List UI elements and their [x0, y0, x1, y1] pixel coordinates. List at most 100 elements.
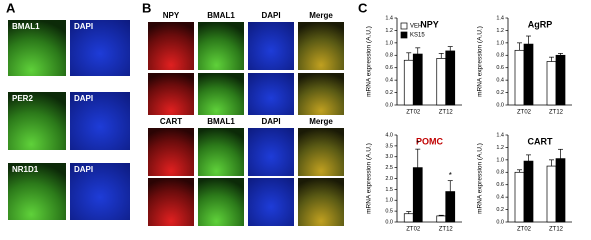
bar: [514, 49, 525, 106]
micrograph: [198, 73, 244, 115]
y-tick-label: 1.4: [385, 15, 393, 21]
micrograph: [8, 20, 66, 76]
micrograph: [298, 73, 344, 115]
y-tick-label: 2.5: [385, 165, 393, 171]
image-label: Merge: [309, 117, 333, 126]
y-tick-label: 0.0: [496, 219, 504, 225]
panel-label: B: [142, 0, 151, 15]
y-tick-label: 1.5: [385, 187, 393, 193]
y-tick-label: 0.8: [496, 170, 504, 176]
panel-label: A: [6, 0, 16, 15]
x-tick-label: ZT02: [406, 227, 421, 233]
y-tick-label: 1.0: [385, 40, 393, 46]
y-tick-label: 0.6: [496, 182, 504, 188]
micrograph: [148, 128, 194, 176]
y-axis-label: mRNA expression (A.U.): [366, 143, 373, 214]
bar: [546, 165, 557, 223]
x-tick-label: ZT12: [439, 110, 454, 116]
micrograph: [198, 22, 244, 70]
image-label: BMAL1: [207, 117, 235, 126]
y-tick-label: 0.4: [385, 78, 393, 84]
image-label: DAPI: [261, 117, 280, 126]
micrograph: [298, 22, 344, 70]
micrograph: [248, 73, 294, 115]
legend-label: VEH: [410, 24, 422, 30]
significance: *: [416, 139, 419, 148]
micrograph: [248, 22, 294, 70]
legend-label: KS15: [410, 33, 425, 39]
chart-title: NPY: [420, 19, 439, 29]
image-label: DAPI: [74, 165, 93, 174]
image-label: DAPI: [261, 11, 280, 20]
y-axis-label: mRNA expression (A.U.): [366, 26, 373, 97]
y-tick-label: 0.2: [385, 90, 393, 96]
x-tick-label: ZT02: [517, 110, 532, 116]
significance: *: [449, 171, 452, 180]
y-tick-label: 1.2: [496, 145, 504, 151]
legend-swatch: [400, 22, 408, 30]
bar: [412, 167, 423, 223]
y-axis-label: mRNA expression (A.U.): [477, 143, 484, 214]
y-tick-label: 1.2: [496, 28, 504, 34]
figure: A BMAL1 DAPI PER2 DAPI NR1D1 DAPI B C NP…: [6, 0, 572, 233]
legend-swatch: [400, 31, 408, 39]
y-tick-label: 1.2: [385, 28, 393, 34]
image-label: PER2: [12, 94, 33, 103]
bar: [445, 50, 456, 106]
x-tick-label: ZT12: [439, 227, 454, 233]
bar: [403, 59, 414, 106]
image-label: BMAL1: [12, 22, 40, 31]
y-tick-label: 3.0: [385, 154, 393, 160]
panel-label: C: [358, 0, 368, 15]
micrograph: [70, 163, 130, 220]
micrograph: [148, 22, 194, 70]
micrograph: [70, 92, 130, 150]
image-label: DAPI: [74, 22, 93, 31]
y-tick-label: 0.4: [496, 195, 504, 201]
image-label: Merge: [309, 11, 333, 20]
y-tick-label: 0.6: [496, 65, 504, 71]
y-axis-label: mRNA expression (A.U.): [477, 26, 484, 97]
y-tick-label: 1.4: [496, 132, 504, 138]
y-tick-label: 0.4: [496, 78, 504, 84]
micrograph: [248, 128, 294, 176]
x-tick-label: ZT02: [406, 110, 421, 116]
y-tick-label: 0.5: [385, 209, 393, 215]
chart-title: CART: [528, 136, 553, 146]
micrograph: [148, 73, 194, 115]
image-label: BMAL1: [207, 11, 235, 20]
x-tick-label: ZT02: [517, 227, 532, 233]
micrograph: [148, 178, 194, 226]
image-label: DAPI: [74, 94, 93, 103]
bar: [403, 213, 414, 223]
bar: [445, 191, 456, 223]
y-tick-label: 1.4: [496, 15, 504, 21]
micrograph: [198, 178, 244, 226]
y-tick-label: 2.0: [385, 176, 393, 182]
bar: [555, 158, 566, 223]
y-tick-label: 0.0: [385, 219, 393, 225]
y-tick-label: 3.5: [385, 143, 393, 149]
image-label: CART: [160, 117, 182, 126]
chart-title: POMC: [416, 136, 444, 146]
bar: [514, 171, 525, 223]
x-tick-label: ZT12: [549, 227, 564, 233]
panel-a: A BMAL1 DAPI PER2 DAPI NR1D1 DAPI: [6, 0, 130, 220]
y-tick-label: 0.8: [385, 53, 393, 59]
bar: [523, 43, 534, 106]
y-tick-label: 1.0: [385, 198, 393, 204]
y-tick-label: 0.2: [496, 207, 504, 213]
micrograph: [198, 128, 244, 176]
y-tick-label: 0.0: [385, 102, 393, 108]
y-tick-label: 1.0: [496, 157, 504, 163]
panel-c: C: [358, 0, 368, 15]
bar: [436, 215, 447, 223]
panel-b: B: [142, 0, 151, 15]
micrograph: [298, 128, 344, 176]
y-tick-label: 0.6: [385, 65, 393, 71]
micrograph: [8, 92, 66, 150]
y-tick-label: 1.0: [496, 40, 504, 46]
bar: [555, 54, 566, 106]
image-label: NPY: [163, 11, 180, 20]
x-tick-label: ZT12: [549, 110, 564, 116]
